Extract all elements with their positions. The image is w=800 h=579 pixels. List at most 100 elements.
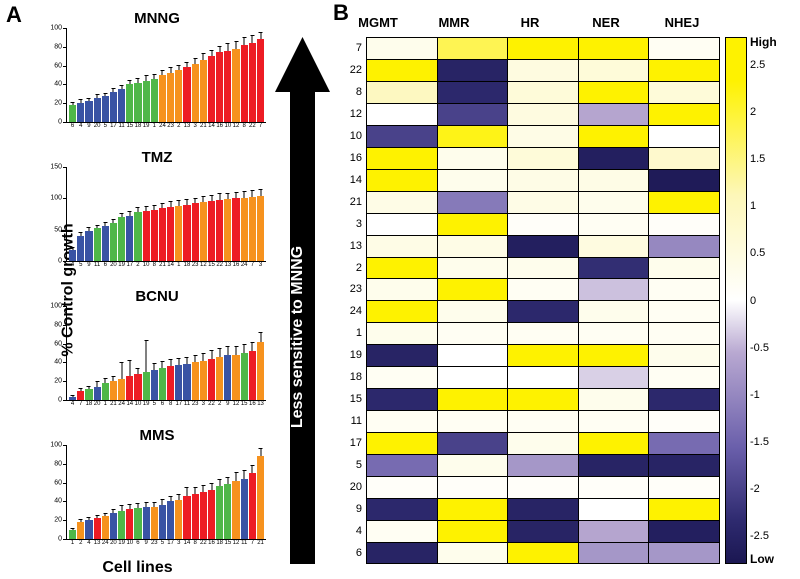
xtick-label: 2 [218, 401, 221, 407]
heatmap-cell [366, 60, 437, 81]
bar: 12 [232, 445, 239, 539]
plot-area: 0204060801004718201212414101956817112332… [66, 306, 266, 401]
heatmap-row: 21 [340, 191, 720, 213]
xtick-label: 3 [177, 540, 180, 546]
heatmap-cell [437, 170, 508, 191]
heatmap-cell [648, 345, 720, 366]
heatmap-cell [648, 38, 720, 59]
bar: 4 [69, 167, 76, 261]
heatmap-cell [366, 214, 437, 235]
heatmap-cell [437, 345, 508, 366]
heatmap-cell [648, 301, 720, 322]
heatmap-cell [366, 301, 437, 322]
heatmap-cell [648, 82, 720, 103]
subchart: MNNG020406080100649205171115181912423213… [48, 10, 266, 138]
panel-b: B Less sensitive to MNNG MGMTMMRHRNERNHE… [275, 0, 800, 579]
heatmap-row-label: 16 [340, 147, 366, 169]
heatmap-cell [648, 411, 720, 432]
xtick-label: 22 [249, 123, 256, 129]
heatmap-row: 15 [340, 388, 720, 410]
xtick-label: 10 [225, 123, 232, 129]
heatmap-cells [366, 59, 720, 81]
figure: A % Control growth MNNG02040608010064920… [0, 0, 800, 579]
bar: 19 [118, 445, 125, 539]
xtick-label: 9 [144, 540, 147, 546]
heatmap-cell [437, 521, 508, 542]
bar: 16 [216, 28, 223, 122]
heatmap-row-label: 9 [340, 498, 366, 520]
heatmap-row: 10 [340, 125, 720, 147]
heatmap-row: 12 [340, 103, 720, 125]
ytick-label: 20 [54, 378, 67, 385]
heatmap-cell [648, 499, 720, 520]
colorbar-tick: 0 [750, 295, 756, 307]
bar: 21 [159, 167, 166, 261]
heatmap-row: 7 [340, 37, 720, 59]
heatmap-cell [437, 279, 508, 300]
heatmap-row: 19 [340, 344, 720, 366]
bar: 18 [216, 445, 223, 539]
xtick-label: 24 [159, 123, 166, 129]
colorbar-tick: 0.5 [750, 247, 765, 259]
xtick-label: 10 [126, 540, 133, 546]
bar: 2 [77, 445, 84, 539]
bar: 16 [208, 445, 215, 539]
bar: 24 [241, 167, 248, 261]
bar: 20 [94, 28, 101, 122]
xtick-label: 2 [177, 123, 180, 129]
heatmap-cells [366, 498, 720, 520]
ytick-label: 100 [50, 195, 67, 202]
bar: 14 [126, 306, 133, 400]
colorbar-tick: 2.5 [750, 59, 765, 71]
heatmap-cell [578, 192, 649, 213]
heatmap-cells [366, 169, 720, 191]
xtick-label: 7 [259, 123, 262, 129]
ytick-label: 0 [58, 119, 67, 126]
xtick-label: 11 [94, 262, 100, 268]
heatmap-cells [366, 322, 720, 344]
xtick-label: 16 [233, 262, 240, 268]
heatmap-cell [578, 279, 649, 300]
bar: 23 [192, 306, 199, 400]
xtick-label: 2 [136, 262, 139, 268]
xtick-label: 11 [118, 123, 124, 129]
xtick-label: 13 [94, 540, 101, 546]
bar: 11 [241, 445, 248, 539]
ytick-label: 20 [54, 517, 67, 524]
xtick-label: 14 [184, 540, 191, 546]
colorbar-tick: -1 [750, 389, 760, 401]
heatmap-row: 17 [340, 432, 720, 454]
xtick-label: 19 [143, 401, 150, 407]
xtick-label: 18 [86, 401, 93, 407]
heatmap-cell [507, 521, 578, 542]
xtick-label: 3 [193, 123, 196, 129]
xtick-label: 10 [135, 401, 142, 407]
heatmap-cell [578, 455, 649, 476]
bar: 22 [200, 445, 207, 539]
ytick-label: 40 [54, 81, 67, 88]
xtick-label: 24 [102, 540, 109, 546]
bar: 3 [192, 28, 199, 122]
xtick-label: 10 [143, 262, 150, 268]
bar: 19 [118, 167, 125, 261]
bar: 22 [216, 167, 223, 261]
xtick-label: 23 [192, 401, 199, 407]
heatmap-row-label: 14 [340, 169, 366, 191]
bar: 10 [134, 306, 141, 400]
bars: 124132420191069235173148221618151211721 [69, 445, 264, 539]
heatmap-cell [507, 433, 578, 454]
heatmap-row-label: 15 [340, 388, 366, 410]
heatmap-cell [366, 279, 437, 300]
xtick-label: 15 [225, 540, 232, 546]
heatmap-row-label: 23 [340, 278, 366, 300]
xtick-label: 16 [249, 401, 256, 407]
heatmap-cell [648, 192, 720, 213]
xtick-label: 23 [151, 540, 158, 546]
heatmap-cells [366, 366, 720, 388]
heatmap-cell [578, 148, 649, 169]
heatmap-row-label: 6 [340, 542, 366, 564]
xtick-label: 21 [200, 123, 207, 129]
heatmap-cell [648, 170, 720, 191]
colorbar-high-label: High [750, 35, 777, 49]
xtick-label: 1 [177, 262, 180, 268]
